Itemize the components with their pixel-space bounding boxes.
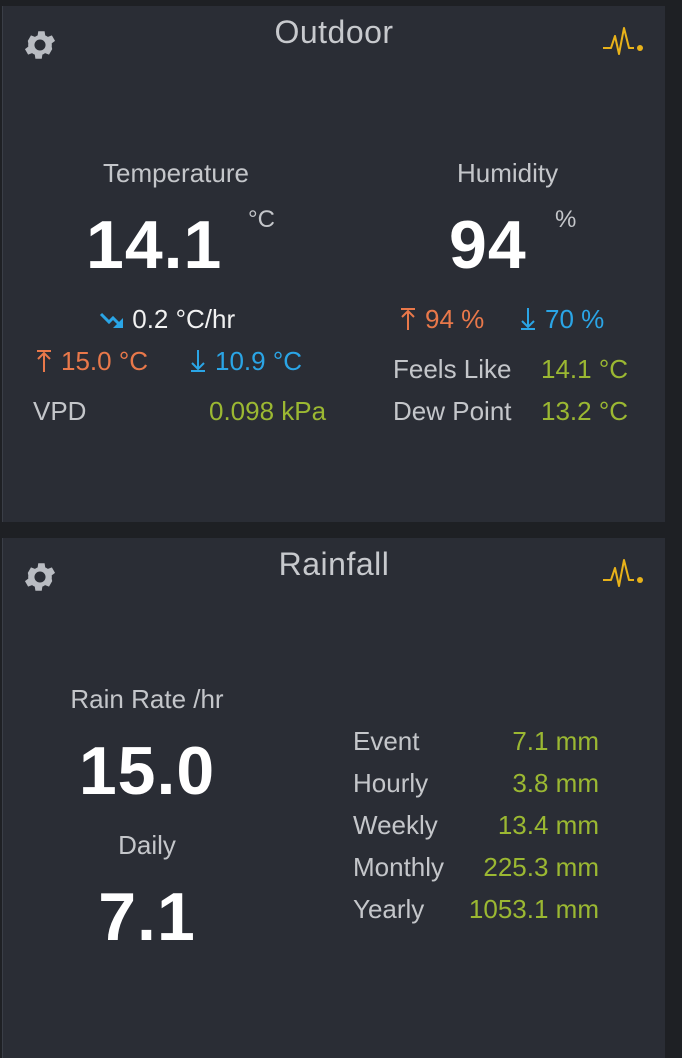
stat-label: Monthly bbox=[353, 852, 445, 882]
high-arrow-icon bbox=[401, 308, 415, 330]
rainfall-panel: Rainfall Rain Rate /hr 15.0 Daily 7.1 Ev… bbox=[2, 538, 665, 1058]
stat-label: Event bbox=[353, 726, 420, 756]
vpd-label: VPD bbox=[33, 396, 87, 426]
vpd-value: 0.098 kPa bbox=[209, 396, 327, 426]
rain-rate-label: Rain Rate /hr bbox=[70, 684, 224, 714]
daily-value: 7.1 bbox=[98, 879, 196, 955]
pulse-icon[interactable] bbox=[601, 24, 645, 58]
panel-title: Outdoor bbox=[274, 14, 394, 50]
pulse-icon[interactable] bbox=[601, 556, 645, 590]
stat-label: Yearly bbox=[353, 894, 425, 924]
temperature-label: Temperature bbox=[103, 158, 249, 188]
humidity-high: 94 % bbox=[399, 304, 484, 335]
feels-like-value: 14.1 °C bbox=[541, 354, 629, 384]
stat-label: Hourly bbox=[353, 768, 429, 798]
temperature-high-value: 15.0 °C bbox=[61, 346, 149, 376]
humidity-unit: % bbox=[555, 206, 577, 233]
humidity-low: 70 % bbox=[519, 304, 604, 335]
dew-point-label: Dew Point bbox=[393, 396, 512, 426]
humidity-low-value: 70 % bbox=[545, 304, 605, 334]
high-arrow-icon bbox=[37, 350, 51, 372]
temperature-unit: °C bbox=[248, 206, 275, 233]
stat-value: 7.1 mm bbox=[512, 726, 599, 756]
stat-value: 3.8 mm bbox=[512, 768, 599, 798]
stat-value: 1053.1 mm bbox=[468, 894, 599, 924]
temperature-value: 14.1 bbox=[86, 207, 223, 283]
low-arrow-icon bbox=[521, 308, 535, 330]
outdoor-panel: Outdoor Temperature 14.1 °C 0.2 °C/hr 15… bbox=[2, 6, 665, 522]
stat-value: 13.4 mm bbox=[497, 810, 599, 840]
trend-value: 0.2 °C/hr bbox=[132, 304, 236, 334]
gear-icon[interactable] bbox=[21, 558, 59, 596]
temperature-trend: 0.2 °C/hr bbox=[99, 304, 235, 335]
humidity-value: 94 bbox=[449, 207, 527, 283]
panel-title: Rainfall bbox=[278, 546, 390, 582]
humidity-label: Humidity bbox=[457, 158, 559, 188]
stat-label: Weekly bbox=[353, 810, 438, 840]
temperature-low: 10.9 °C bbox=[189, 346, 302, 377]
stat-value: 225.3 mm bbox=[483, 852, 599, 882]
dew-point-value: 13.2 °C bbox=[541, 396, 629, 426]
temperature-low-value: 10.9 °C bbox=[215, 346, 303, 376]
temperature-high: 15.0 °C bbox=[35, 346, 148, 377]
daily-label: Daily bbox=[118, 830, 176, 860]
rain-rate-value: 15.0 bbox=[78, 733, 216, 809]
gear-icon[interactable] bbox=[21, 26, 59, 64]
feels-like-label: Feels Like bbox=[393, 354, 512, 384]
low-arrow-icon bbox=[191, 350, 205, 372]
trend-down-icon bbox=[99, 312, 123, 328]
humidity-high-value: 94 % bbox=[425, 304, 485, 334]
